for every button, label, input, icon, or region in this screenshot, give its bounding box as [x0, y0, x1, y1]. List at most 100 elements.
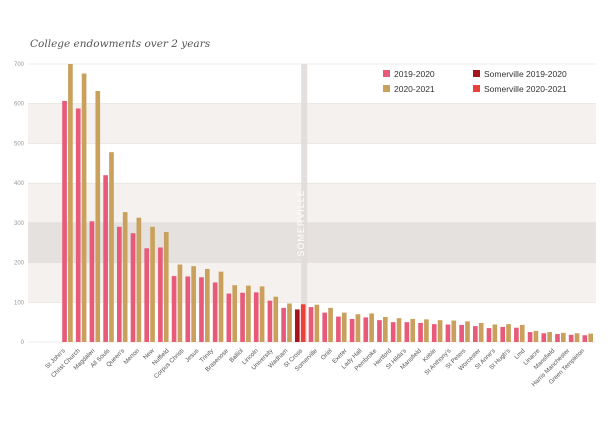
x-tick-label: Jesus — [184, 347, 200, 363]
bar-2020-2021 — [533, 330, 539, 342]
bar-2020-2021 — [95, 91, 101, 343]
bar-2020-2021 — [355, 314, 361, 342]
legend-swatch — [383, 85, 390, 92]
bar-2020-2021 — [109, 152, 114, 342]
bar-2019-2020 — [103, 175, 108, 342]
bar-2020-2021 — [341, 312, 347, 342]
bar-2019-2020 — [171, 276, 177, 342]
bar-2020-2021 — [561, 332, 566, 342]
bar-2020-2021 — [396, 318, 402, 342]
bar-2020-2021 — [68, 64, 73, 342]
bar-2019-2020 — [445, 324, 451, 342]
bar-2020-2021 — [314, 304, 320, 342]
bar-2019-2020 — [568, 334, 574, 342]
bar-2019-2020 — [253, 292, 259, 342]
y-tick-label: 600 — [14, 102, 25, 108]
y-tick-label: 100 — [14, 300, 25, 306]
bar-2019-2020 — [541, 333, 547, 342]
bar-2020-2021 — [136, 217, 142, 342]
bar-2020-2021 — [177, 264, 183, 342]
bar-2020-2021 — [328, 307, 333, 342]
bar-2020-2021 — [205, 268, 210, 342]
x-tick-label: Merton — [122, 347, 141, 366]
bar-2019-2020 — [308, 307, 314, 342]
bar-2020-2021 — [574, 333, 580, 342]
bar-2020-2021 — [424, 319, 429, 342]
grid-band — [28, 64, 596, 104]
bar-2020-2021 — [122, 212, 128, 342]
bar-2019-2020 — [404, 322, 410, 342]
bar-2020-2021 — [547, 332, 552, 342]
y-tick-label: 300 — [14, 221, 25, 227]
bar-2020-2021 — [410, 318, 416, 342]
bar-2019-2020 — [349, 318, 355, 342]
bar-2019-2020 — [267, 300, 273, 342]
bar-2019-2020 — [226, 293, 232, 342]
y-tick-label: 0 — [21, 340, 25, 346]
bar-2019-2020 — [212, 282, 218, 342]
bar-2019-2020 — [240, 292, 245, 342]
legend-swatch — [473, 70, 480, 77]
bar-2020-2021 — [259, 286, 265, 342]
bar-2019-2020 — [390, 322, 396, 342]
bar-2019-2020 — [62, 100, 67, 342]
bar-2019-2020 — [527, 332, 533, 342]
grid-band — [28, 103, 596, 144]
highlight-column — [301, 64, 308, 342]
bar-2019-2020 — [75, 108, 81, 342]
bar-2019-2020 — [130, 233, 136, 342]
legend-swatch — [383, 70, 390, 77]
bar-2019-2020 — [116, 226, 122, 342]
bar-2020-2021 — [246, 285, 251, 342]
bar-2020-2021 — [506, 324, 511, 342]
bar-2019-2020 — [336, 316, 341, 342]
bar-2019-2020 — [459, 324, 464, 342]
bar-2019-2020 — [486, 328, 492, 342]
bar-2019-2020 — [555, 334, 560, 342]
bar-2019-2020 — [431, 324, 437, 342]
bar-2020-2021 — [273, 296, 279, 342]
bar-2019-2020 — [582, 335, 588, 342]
bar-2020-2021 — [218, 271, 224, 342]
bar-2019-2020 — [158, 247, 163, 342]
bar-2019-2020 — [322, 312, 328, 342]
chart-title: College endowments over 2 years — [30, 38, 211, 50]
grid-band — [28, 183, 596, 223]
grid-band — [28, 262, 596, 303]
bar-2019-2020 — [185, 276, 191, 342]
bar-2019-2020 — [418, 322, 423, 342]
bar-2020-2021 — [519, 324, 525, 342]
bar-2019-2020 — [514, 327, 519, 342]
bar-2020-2021 — [150, 226, 155, 342]
bar-2020-2021 — [81, 73, 87, 342]
bar-2020-2021 — [437, 320, 443, 342]
bar-2019-2020 — [89, 221, 95, 342]
bar-2020-2021 — [492, 324, 498, 342]
bar-2020-2021 — [369, 313, 374, 342]
y-tick-label: 400 — [14, 181, 25, 187]
legend-label: Somerville 2020-2021 — [484, 84, 567, 94]
legend-label: Somerville 2019-2020 — [484, 69, 567, 79]
bar-2019-2020 — [472, 326, 478, 342]
bar-2020-2021 — [465, 321, 470, 342]
bar-2020-2021 — [232, 285, 238, 342]
bar-2020-2021 — [191, 266, 196, 342]
y-tick-label: 500 — [14, 141, 25, 147]
bar-2019-2020 — [281, 307, 286, 342]
legend-swatch — [473, 85, 480, 92]
bar-2019-2020 — [377, 320, 382, 342]
grid-band — [28, 143, 596, 184]
bar-2020-2021 — [287, 303, 292, 342]
highlight-label: SOMERVILLE — [296, 189, 306, 256]
bar-2020-2021 — [300, 304, 306, 342]
bar-2020-2021 — [478, 322, 484, 342]
legend-label: 2019-2020 — [394, 69, 435, 79]
bar-2019-2020 — [500, 326, 506, 342]
bar-2019-2020 — [294, 309, 300, 342]
legend-label: 2020-2021 — [394, 84, 435, 94]
bar-2019-2020 — [199, 277, 204, 342]
y-tick-label: 700 — [14, 62, 25, 68]
bar-2020-2021 — [451, 320, 457, 342]
bar-2020-2021 — [588, 333, 594, 342]
